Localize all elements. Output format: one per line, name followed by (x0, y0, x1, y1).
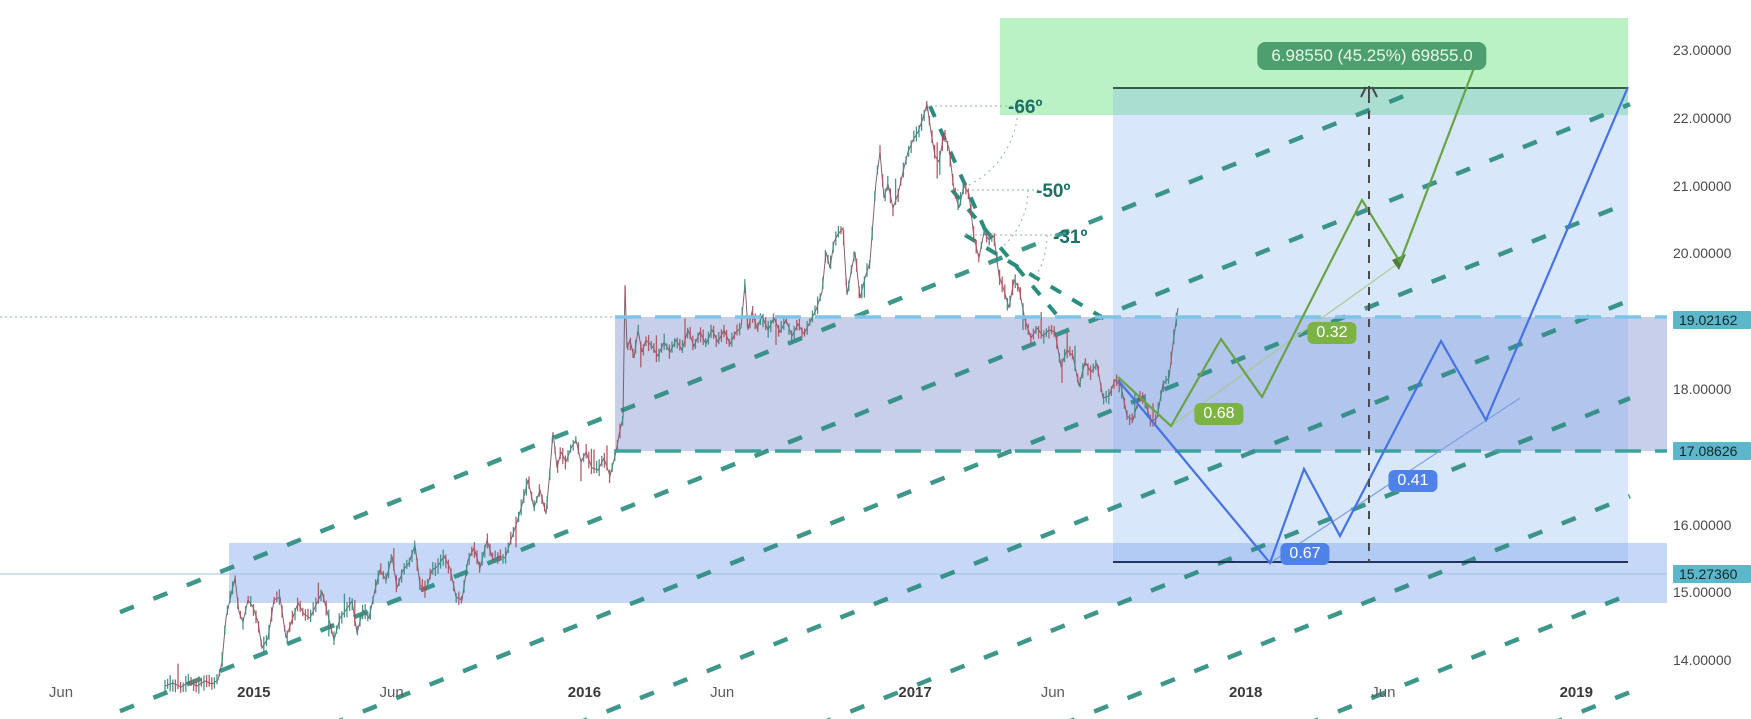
time-label-Jun: Jun (1371, 684, 1396, 701)
time-label-2015: 2015 (237, 684, 271, 701)
angle-trend-line--50º[interactable] (950, 188, 1062, 320)
price-label-17.08626: 17.08626 (1673, 441, 1751, 460)
time-label-2019: 2019 (1559, 684, 1593, 701)
price-label-14.00000: 14.00000 (1673, 652, 1732, 669)
range-measure-badge[interactable]: 6.98550 (45.25%) 69855.0 (1257, 42, 1487, 70)
green-channel-line[interactable] (1170, 261, 1401, 427)
price-label-20.00000: 20.00000 (1673, 245, 1732, 262)
angle-trend-line--66º[interactable] (928, 105, 993, 244)
time-label-Jun: Jun (710, 684, 735, 701)
time-label-2016: 2016 (567, 684, 602, 701)
price-label-21.00000: 21.00000 (1673, 177, 1732, 194)
fib-badge-068[interactable]: 0.68 (1194, 403, 1244, 425)
price-label-18.00000: 18.00000 (1673, 380, 1732, 397)
angle-arc (1034, 234, 1048, 278)
fib-badge-067[interactable]: 0.67 (1280, 543, 1330, 565)
zone-projection-zone[interactable] (1113, 88, 1628, 563)
fib-badge-032[interactable]: 0.32 (1307, 322, 1357, 344)
fib-badge-041[interactable]: 0.41 (1388, 470, 1438, 492)
time-label-2018: 2018 (1228, 684, 1263, 701)
price-label-19.02162: 19.02162 (1673, 310, 1751, 329)
candlestick-series[interactable] (164, 101, 1179, 695)
angle-label-31: -31º (1053, 227, 1088, 248)
blue-projection-zigzag[interactable] (1117, 86, 1630, 566)
time-label-2017: 2017 (898, 684, 932, 701)
angle-label-66: -66º (1008, 97, 1043, 118)
green-projection-zigzag[interactable] (1117, 59, 1479, 428)
zone-consolidation-band[interactable] (615, 317, 1667, 451)
price-label-15.27360: 15.27360 (1673, 564, 1751, 583)
price-label-22.00000: 22.00000 (1673, 109, 1732, 126)
range-arrow-icon (1371, 86, 1378, 98)
time-label-Jun: Jun (48, 684, 74, 701)
angle-arc (1000, 189, 1029, 249)
price-label-15.00000: 15.00000 (1673, 584, 1732, 601)
angle-label-50: -50º (1036, 181, 1071, 202)
price-label-23.00000: 23.00000 (1673, 41, 1732, 58)
range-arrow-icon (1360, 86, 1367, 98)
time-label-Jun: Jun (379, 684, 404, 701)
price-label-16.00000: 16.00000 (1673, 516, 1732, 533)
angle-trend-line--31º[interactable] (963, 233, 1115, 326)
time-label-Jun: Jun (1040, 684, 1065, 701)
